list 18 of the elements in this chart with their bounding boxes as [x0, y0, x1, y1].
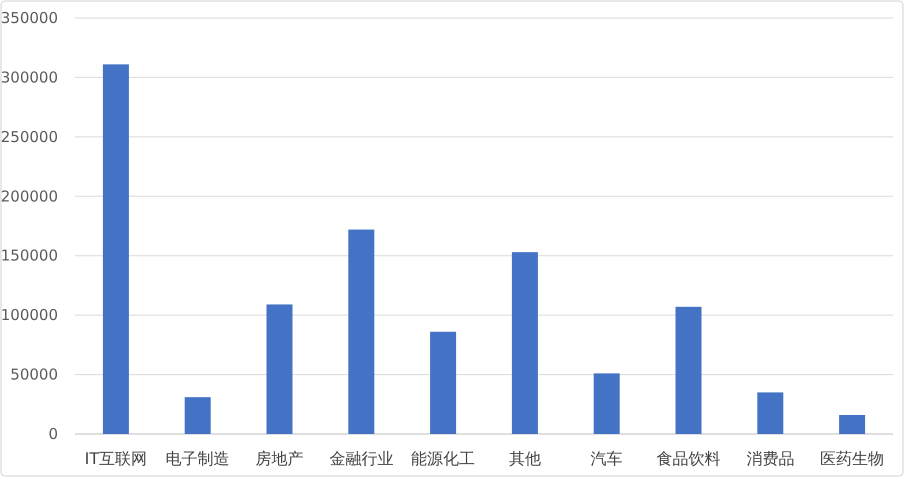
y-tick-label: 100000: [0, 306, 58, 324]
y-tick-label: 350000: [0, 9, 58, 27]
x-tick-label: 电子制造: [166, 449, 230, 468]
y-tick-label: 200000: [0, 187, 58, 206]
x-tick-label: 汽车: [590, 449, 623, 468]
x-tick-label: 食品饮料: [656, 449, 720, 468]
y-tick-label: 300000: [0, 68, 58, 86]
x-tick-label: 其他: [508, 449, 541, 468]
x-tick-label: 能源化工: [411, 449, 476, 468]
y-tick-label: 150000: [0, 246, 58, 265]
y-tick-label: 250000: [0, 128, 58, 146]
y-tick-label: 50000: [10, 366, 58, 384]
y-tick-label: 0: [48, 425, 58, 443]
x-tick-label: 消费品: [746, 449, 794, 468]
x-tick-label: 房地产: [256, 449, 304, 468]
x-tick-label: IT互联网: [84, 449, 148, 468]
x-tick-label: 医药生物: [820, 449, 884, 468]
x-tick-label: 金融行业: [329, 449, 394, 468]
